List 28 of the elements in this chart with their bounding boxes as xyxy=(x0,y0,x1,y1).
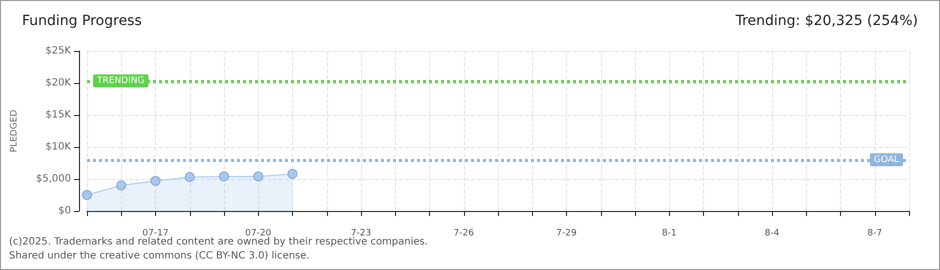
x-tick-label: 8-7 xyxy=(867,228,882,238)
point xyxy=(150,176,160,186)
y-tick-label: $10K xyxy=(45,142,72,152)
y-tick-label: $15K xyxy=(45,110,72,120)
x-tick-label: 07-17 xyxy=(142,228,169,238)
y-tick-label: $25K xyxy=(45,46,72,56)
point xyxy=(184,172,195,182)
x-tick-label: 7-23 xyxy=(350,228,372,238)
point xyxy=(82,190,92,200)
x-tick-label: 8-4 xyxy=(764,228,780,238)
text: (c)2025. Trademarks and related content are owned by their respective companies. xyxy=(9,236,428,248)
y-tick-label: $0 xyxy=(58,206,71,216)
x-tick-label: 8-1 xyxy=(662,228,677,238)
text: Shared under the creative commons (CC BY-NC 3.0) license. xyxy=(9,250,310,262)
x-tick-label: 07-20 xyxy=(245,228,272,238)
y-axis-title: PLEDGED xyxy=(10,110,20,152)
x-tick-label: 7-29 xyxy=(556,228,577,238)
chart-title: Funding Progress xyxy=(22,13,142,29)
y-tick-label: $20K xyxy=(45,78,72,88)
point xyxy=(253,171,264,182)
point xyxy=(288,168,298,179)
point xyxy=(219,171,229,182)
ref-line-label: GOAL xyxy=(874,154,899,165)
x-tick-label: 7-26 xyxy=(454,228,474,238)
point xyxy=(116,180,126,190)
chart-subtitle: Trending: $20,325 (254%) xyxy=(734,13,918,29)
y-tick-label: $5,000 xyxy=(36,174,71,184)
ref-line-label: TRENDING xyxy=(96,76,144,86)
